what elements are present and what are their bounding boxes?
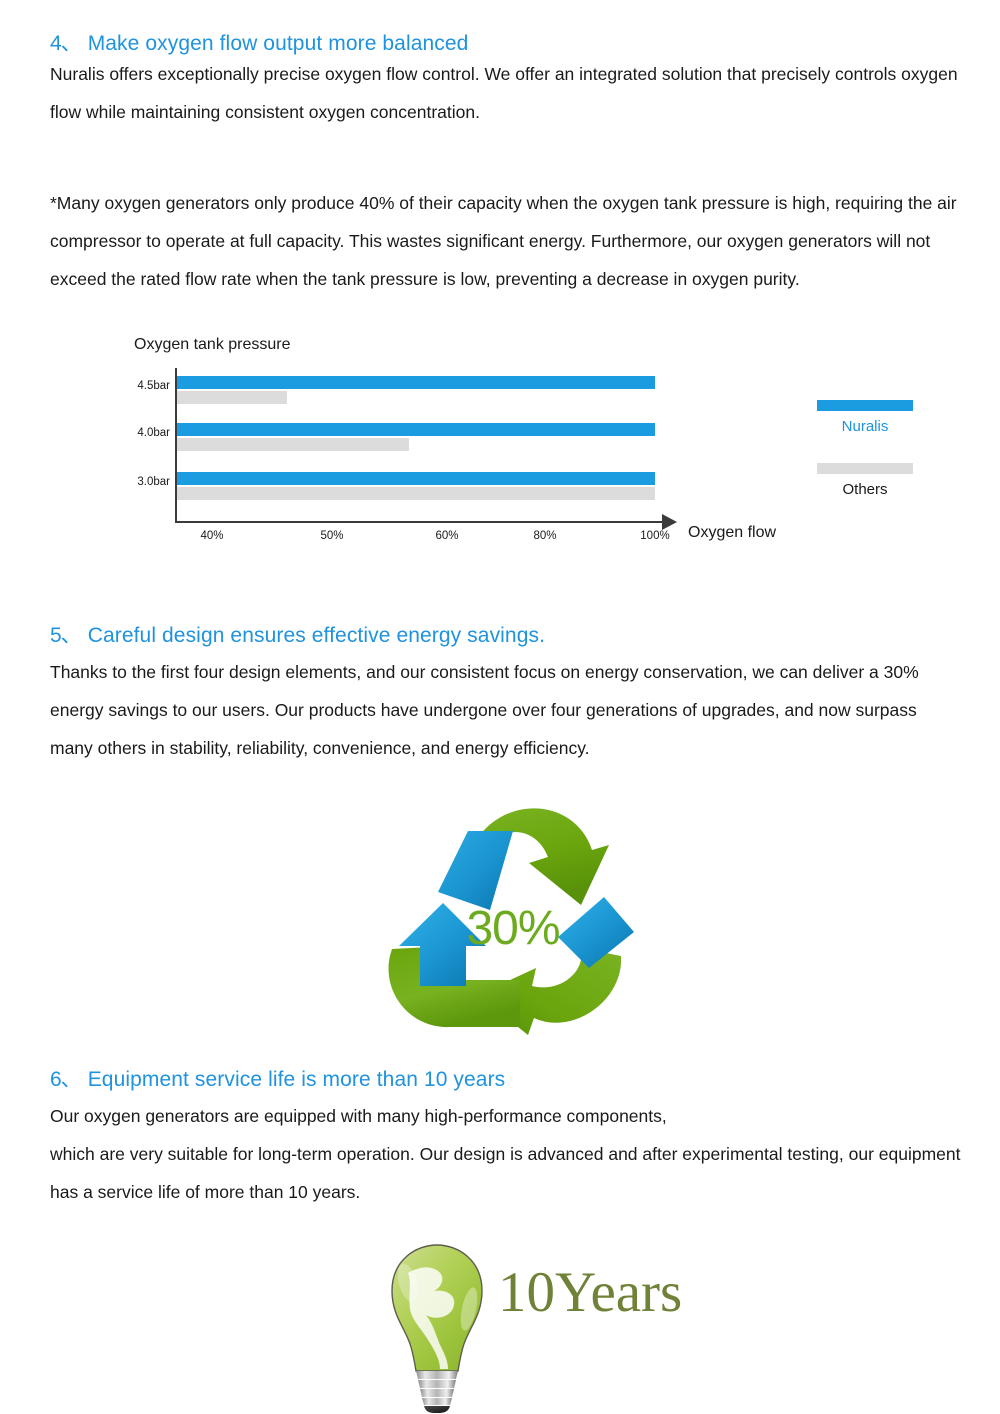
section-number-5: 5、 xyxy=(50,624,82,647)
section-6-paragraph-2: which are very suitable for long-term op… xyxy=(50,1144,961,1202)
section-4-paragraph-1: Nuralis offers exceptionally precise oxy… xyxy=(50,64,958,122)
oxygen-flow-chart: Oxygen tank pressure 4.5bar 4.0bar 3.0ba… xyxy=(120,330,920,570)
chart-x-axis-arrow-icon xyxy=(662,514,677,530)
legend-label-nuralis: Nuralis xyxy=(841,418,889,435)
chart-ylabel-1: 4.0bar xyxy=(137,427,170,439)
chart-bar-others-2 xyxy=(177,487,655,500)
section-5-paragraph-1: Thanks to the first four design elements… xyxy=(50,662,919,758)
section-number-6: 6、 xyxy=(50,1068,82,1091)
chart-legend: Nuralis Others xyxy=(810,400,920,526)
section-heading-6: 6、 Equipment service life is more than 10… xyxy=(50,1063,505,1093)
chart-xtick-2: 60% xyxy=(435,530,459,542)
section-6-paragraph-1: Our oxygen generators are equipped with … xyxy=(50,1106,667,1126)
chart-ylabel-2: 3.0bar xyxy=(137,476,170,488)
bulb-years-label: 10Years xyxy=(498,1261,683,1324)
chart-x-axis xyxy=(175,521,665,523)
section-title-5: Careful design ensures effective energy … xyxy=(87,624,546,647)
legend-label-others: Others xyxy=(842,481,888,498)
chart-xtick-0: 40% xyxy=(200,530,224,542)
chart-bar-nuralis-0 xyxy=(177,376,655,389)
recycle-arrow-top xyxy=(438,808,609,910)
legend-item-nuralis: Nuralis xyxy=(810,400,920,435)
section-4-paragraph-2: *Many oxygen generators only produce 40%… xyxy=(50,193,957,289)
bulb-glass xyxy=(391,1244,483,1372)
light-bulb-svg xyxy=(391,1244,483,1413)
chart-bar-others-1 xyxy=(177,438,409,451)
recycling-symbol-graphic: 30% xyxy=(368,788,658,1043)
legend-swatch-others xyxy=(817,463,913,474)
legend-swatch-nuralis xyxy=(817,400,913,411)
chart-bar-nuralis-1 xyxy=(177,423,655,436)
section-number-4: 4、 xyxy=(50,32,82,55)
recycle-arrow-left xyxy=(388,903,520,1028)
chart-bar-others-0 xyxy=(177,391,287,404)
bulb-screw-base xyxy=(416,1371,458,1413)
chart-xtick-3: 80% xyxy=(533,530,557,542)
section-title-4: Make oxygen flow output more balanced xyxy=(87,32,469,55)
light-bulb-graphic: 10Years xyxy=(330,1243,710,1413)
chart-ylabel-0: 4.5bar xyxy=(137,380,170,392)
chart-x-axis-title: Oxygen flow xyxy=(688,524,777,541)
chart-title: Oxygen tank pressure xyxy=(134,336,291,353)
section-heading-5: 5、 Careful design ensures effective energ… xyxy=(50,619,545,649)
legend-item-others: Others xyxy=(810,463,920,498)
chart-plot-area: 4.5bar 4.0bar 3.0bar 40% 50% 60% 80% 100… xyxy=(137,368,677,542)
recycling-symbol-svg xyxy=(388,808,634,1035)
chart-xtick-4: 100% xyxy=(640,530,670,542)
chart-bar-nuralis-2 xyxy=(177,472,655,485)
section-title-6: Equipment service life is more than 10 y… xyxy=(87,1068,506,1091)
section-heading-4: 4、 Make oxygen flow output more balanced xyxy=(50,27,468,57)
recycle-center-label: 30% xyxy=(466,902,560,955)
chart-xtick-1: 50% xyxy=(320,530,344,542)
chart-y-axis xyxy=(175,368,177,523)
